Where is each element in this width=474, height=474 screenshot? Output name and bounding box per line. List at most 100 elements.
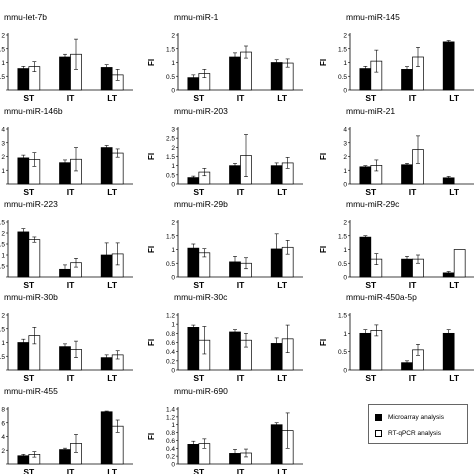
x-tick-label: ST [365,373,377,383]
x-tick-label: LT [277,280,288,290]
chart-title: mmu-miR-30c [174,292,228,302]
y-tick-label: 1.5 [338,233,347,240]
x-tick-label: ST [23,280,35,290]
y-tick-label: 0.5 [0,264,5,271]
chart-title: mmu-miR-455 [4,386,58,396]
chart-panel: mmu-miR-29b FI 0 0.5 1 1.5 2 ST IT LT [147,199,303,290]
x-tick-label: IT [67,93,75,103]
y-tick-label: 2 [1,313,5,320]
x-tick-label: IT [237,93,245,103]
bar-microarray [401,69,413,91]
y-tick-label: 4 [343,127,347,134]
bar-microarray [59,162,71,185]
x-tick-label: ST [193,93,205,103]
x-tick-label: ST [365,280,377,290]
y-tick-label: 1 [343,247,347,254]
bar-microarray [229,165,241,185]
y-axis-label: FI [319,339,328,346]
y-tick-label: 0 [171,368,175,375]
y-tick-label: 1.2 [166,414,175,421]
chart-title: mmu-miR-145 [346,12,400,22]
x-tick-label: LT [107,280,118,290]
y-tick-label: 0.4 [166,349,175,356]
y-tick-label: 1 [343,331,347,338]
legend-label-microarray: Microarray analysis [388,413,444,421]
y-axis-label: FI [147,153,156,160]
chart-title: mmu-miR-1 [174,12,219,22]
chart-title: mmu-miR-30b [4,292,58,302]
y-tick-label: 1 [171,163,175,170]
y-tick-label: 0.5 [338,261,347,268]
y-axis-label: FI [319,59,328,66]
y-tick-label: 1 [1,340,5,347]
chart-title: mmu-miR-450a-5p [346,292,417,302]
bar-microarray [17,68,30,91]
y-tick-label: 1 [171,60,175,67]
y-tick-label: 3 [171,127,175,134]
y-tick-label: .5 [0,46,5,53]
x-tick-label: IT [237,373,245,383]
y-tick-label: 0.5 [166,261,175,268]
bar-microarray [442,332,455,371]
y-tick-label: 1 [171,422,175,429]
chart-panel: mmu-miR-30c FI 0 0.2 0.4 0.6 0.8 1 1.2 ST IT LT [147,292,303,383]
x-tick-label: ST [193,187,205,197]
y-axis-label: FI [147,339,156,346]
x-tick-label: ST [23,373,35,383]
bar-microarray [229,331,241,371]
x-tick-label: IT [237,280,245,290]
bar-microarray [229,56,241,91]
x-tick-label: IT [409,280,417,290]
y-tick-label: 2 [1,448,5,455]
x-tick-label: ST [23,467,35,474]
bar-rtqpcr [453,249,466,278]
y-tick-label: 0 [171,88,175,95]
x-tick-label: IT [67,280,75,290]
x-tick-label: LT [277,467,288,474]
y-axis-label: FI [319,153,328,160]
legend-item-microarray: Microarray analysis [375,411,444,423]
x-tick-label: IT [237,467,245,474]
chart-panel: mmu-miR-1 FI 0 0.5 1 1.5 2 ST IT LT [147,12,303,103]
chart-panel: mmu-miR-203 FI 0 0.5 1 1.5 2 2.5 3 ST IT LT [147,106,303,197]
chart-panel: mmu-miR-455 2 4 6 8 ST IT LT [1,386,133,474]
y-tick-label: 2 [1,33,5,40]
x-tick-label: LT [107,467,118,474]
x-tick-label: IT [409,187,417,197]
chart-panel: mmu-miR-29c FI 0 0.5 1 1.5 2 ST IT LT [319,199,474,290]
y-tick-label: 4 [1,127,5,134]
y-tick-label: 2 [343,33,347,40]
x-tick-label: IT [409,93,417,103]
x-tick-label: LT [277,373,288,383]
y-tick-label: 1 [1,60,5,67]
bar-microarray [359,166,372,185]
chart-panel: mmu-let-7b .5 1 .5 2 ST IT LT [0,12,133,103]
y-tick-label: 0 [171,275,175,282]
bar-microarray [17,231,30,278]
y-tick-label: 1 [343,168,347,175]
chart-panel: mmu-miR-30b 0.5 1 1.5 2 ST IT LT [0,292,133,383]
y-tick-label: 0.5 [338,349,347,356]
y-tick-label: 4 [1,434,5,441]
bar-microarray [401,164,413,185]
bar-rtqpcr [370,330,383,371]
bar-microarray [59,346,71,371]
y-tick-label: 1.5 [166,46,175,53]
x-tick-label: LT [107,373,118,383]
bar-microarray [100,67,113,91]
y-tick-label: 1.5 [338,313,347,320]
y-tick-label: 1.5 [0,326,5,333]
bar-microarray [187,327,200,371]
chart-panel: mmu-miR-145 FI 0 0.5 1 1.5 2 ST IT LT [319,12,474,103]
y-tick-label: 2 [171,33,175,40]
x-tick-label: ST [365,93,377,103]
y-tick-label: 2 [1,231,5,238]
y-tick-label: 0 [171,462,175,469]
y-tick-label: 2 [171,145,175,152]
y-tick-label: 0.8 [166,331,175,338]
y-axis-label: FI [147,433,156,440]
y-tick-label: 0.8 [166,430,175,437]
y-axis-label: FI [147,246,156,253]
y-tick-label: 0.5 [166,74,175,81]
